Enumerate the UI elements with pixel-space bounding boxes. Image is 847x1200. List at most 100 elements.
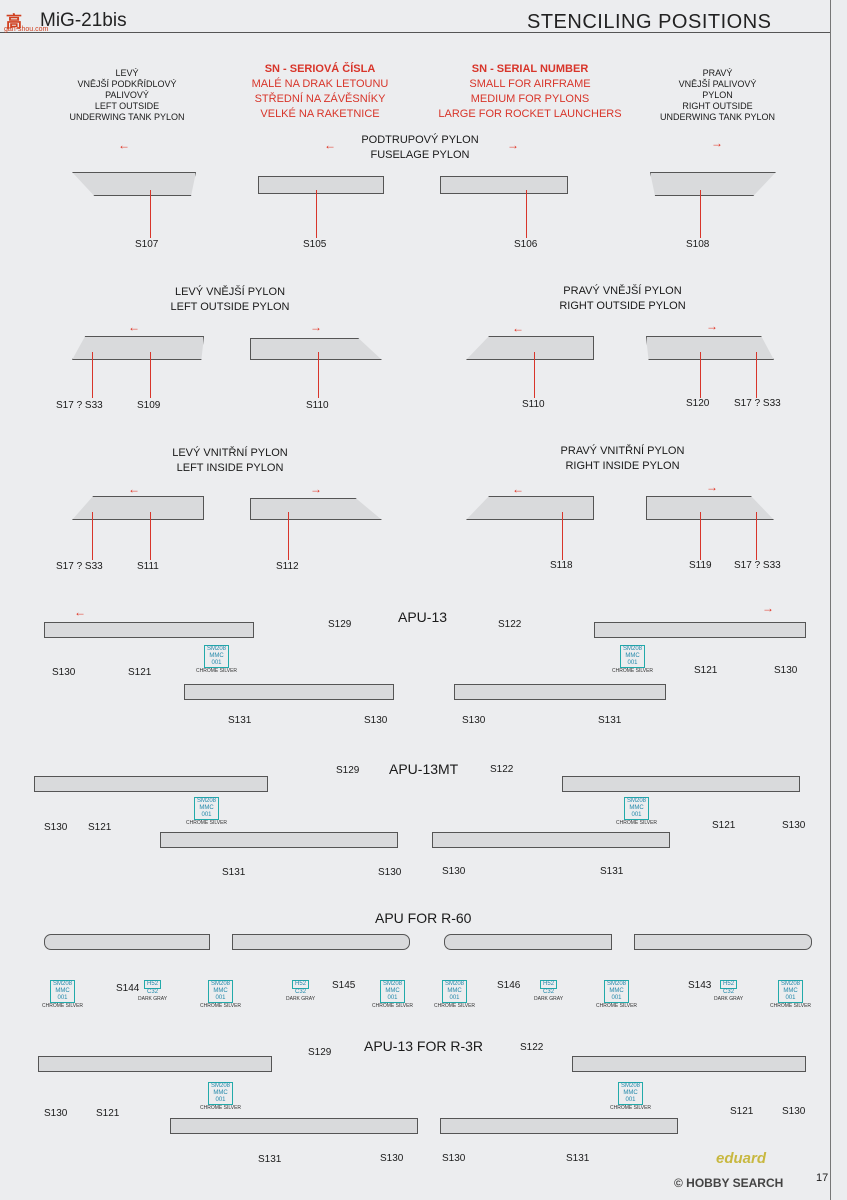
apu13-left-rail-drawing — [44, 622, 254, 638]
stencil-code: S107 — [135, 239, 159, 250]
paint-callout-chrome: SM208 MMC 001 CHROME SILVER — [610, 1082, 652, 1111]
paint-callout-chrome: SM208 MMC 001 CHROME SILVER — [434, 980, 476, 1009]
label-line: PODTRUPOVÝ PYLON — [361, 134, 479, 146]
stencil-code: S131 — [598, 715, 622, 726]
stencil-code: S131 — [600, 866, 624, 877]
leader-line — [150, 190, 151, 238]
paint-callout-chrome: SM208 MMC 001 CHROME SILVER — [200, 980, 242, 1009]
apu13-right-rail-drawing — [594, 622, 806, 638]
paint-callout-gray: H52 C32 DARK GRAY — [286, 980, 316, 1002]
leader-line — [562, 512, 563, 560]
direction-arrow-left: ← — [118, 138, 130, 152]
leader-line — [700, 190, 701, 238]
leader-line — [316, 190, 317, 238]
apu3r-right-lower-drawing — [440, 1118, 678, 1134]
apu-r60-rail-2-drawing — [232, 934, 410, 950]
right-outside-tank-label: PRAVÝ VNĚJŠÍ PALIVOVÝ PYLON RIGHT OUTSID… — [650, 68, 785, 123]
fuselage-pylon-right-drawing — [440, 176, 568, 194]
left-inside-pylon-drawing — [72, 496, 204, 520]
stencil-code: S129 — [328, 619, 352, 630]
label-line: FUSELAGE PYLON — [370, 149, 470, 161]
right-tank-pylon-drawing — [650, 172, 776, 196]
stencil-code: S131 — [258, 1154, 282, 1165]
stencil-code: S120 — [686, 398, 710, 409]
leader-line — [150, 352, 151, 398]
label-line: LEFT OUTSIDE PYLON — [170, 301, 290, 313]
leader-line — [92, 352, 93, 398]
eduard-logo: eduard — [716, 1150, 767, 1167]
stencil-code: S121 — [730, 1106, 754, 1117]
left-tank-pylon-drawing — [72, 172, 196, 196]
left-outside-pylon-side-drawing — [250, 338, 382, 360]
apu13mt-left-lower-drawing — [160, 832, 398, 848]
stencil-code: S119 — [689, 560, 712, 571]
section-title-apu13: APU-13 — [398, 609, 448, 625]
stencil-code: S131 — [222, 867, 246, 878]
right-outside-pylon-label: PRAVÝ VNĚJŠÍ PYLON RIGHT OUTSIDE PYLON — [540, 284, 705, 314]
stencil-code: S131 — [228, 715, 252, 726]
section-title-apu-r60: APU FOR R-60 — [375, 910, 472, 926]
right-inside-pylon-drawing — [646, 496, 774, 520]
apu-r60-rail-1-drawing — [44, 934, 210, 950]
apu13-right-lower-drawing — [454, 684, 666, 700]
paint-callout-chrome: SM208 MMC 001 CHROME SILVER — [596, 980, 638, 1009]
serial-number-legend-cz: SN - SERIOVÁ ČÍSLA MALÉ NA DRAK LETOUNU … — [250, 62, 390, 122]
paint-callout-gray: H52 C32 DARK GRAY — [714, 980, 744, 1002]
leader-line — [700, 352, 701, 398]
right-outside-pylon-side-drawing — [466, 336, 594, 360]
header-rule — [0, 32, 830, 33]
label-line: RIGHT OUTSIDE PYLON — [559, 300, 686, 312]
left-inside-pylon-side-drawing — [250, 498, 382, 520]
stencil-code: S17 ? S33 — [734, 560, 781, 571]
page-title: STENCILING POSITIONS — [527, 11, 772, 33]
direction-arrow-left: ← — [324, 138, 336, 152]
stencil-code: S121 — [712, 820, 736, 831]
leader-line — [756, 512, 757, 560]
leader-line — [534, 352, 535, 398]
direction-arrow-left: ← — [128, 320, 140, 334]
label-line: LEFT OUTSIDE — [94, 101, 160, 111]
stencil-code: S130 — [380, 1153, 404, 1164]
paint-callout-chrome: SM208 MMC 001 CHROME SILVER — [200, 1082, 242, 1111]
right-inside-pylon-side-drawing — [466, 496, 594, 520]
stencil-code: S17 ? S33 — [56, 561, 103, 572]
stencil-code: S130 — [782, 820, 806, 831]
apu-r60-rail-3-drawing — [444, 934, 612, 950]
stencil-code: S130 — [364, 715, 388, 726]
stencil-code: S111 — [137, 561, 159, 572]
watermark-url: gan-shou.com — [4, 26, 49, 33]
stencil-code: S122 — [490, 764, 514, 775]
legend-line: STŘEDNÍ NA ZÁVĚSNÍKY — [254, 93, 386, 105]
left-outside-pylon-label: LEVÝ VNĚJŠÍ PYLON LEFT OUTSIDE PYLON — [150, 285, 310, 315]
label-line: VNĚJŠÍ PALIVOVÝ — [678, 79, 757, 89]
stencil-code: S130 — [442, 866, 466, 877]
left-inside-pylon-label: LEVÝ VNITŘNÍ PYLON LEFT INSIDE PYLON — [150, 446, 310, 476]
stencil-code: S105 — [303, 239, 327, 250]
stencil-code: S130 — [782, 1106, 806, 1117]
apu13mt-right-rail-drawing — [562, 776, 800, 792]
stencil-code: S130 — [774, 665, 798, 676]
watermark-logo: 高 — [6, 14, 23, 31]
stencil-code: S108 — [686, 239, 710, 250]
direction-arrow-right: → — [706, 319, 718, 333]
apu3r-left-rail-drawing — [38, 1056, 272, 1072]
leader-line — [700, 512, 701, 560]
label-line: VNĚJŠÍ PODKŘÍDLOVÝ — [77, 79, 177, 89]
paint-callout-chrome: SM208 MMC 001 CHROME SILVER — [196, 645, 238, 674]
apu13mt-right-lower-drawing — [432, 832, 670, 848]
fuselage-pylon-label: PODTRUPOVÝ PYLON FUSELAGE PYLON — [345, 133, 495, 163]
right-outside-pylon-drawing — [646, 336, 774, 360]
stencil-code: S144 — [116, 983, 140, 994]
label-line: PRAVÝ VNĚJŠÍ PYLON — [563, 285, 682, 297]
leader-line — [318, 352, 319, 398]
stencil-code: S146 — [497, 980, 521, 991]
direction-arrow-right: → — [507, 138, 519, 152]
left-outside-pylon-drawing — [72, 336, 204, 360]
section-title-apu13mt: APU-13MT — [389, 761, 459, 777]
label-line: LEFT INSIDE PYLON — [176, 462, 284, 474]
stencil-code: S130 — [52, 667, 76, 678]
paint-callout-chrome: SM208 MMC 001 CHROME SILVER — [372, 980, 414, 1009]
stencil-code: S17 ? S33 — [734, 398, 781, 409]
stencil-code: S130 — [44, 822, 68, 833]
stencil-code: S118 — [550, 560, 573, 571]
